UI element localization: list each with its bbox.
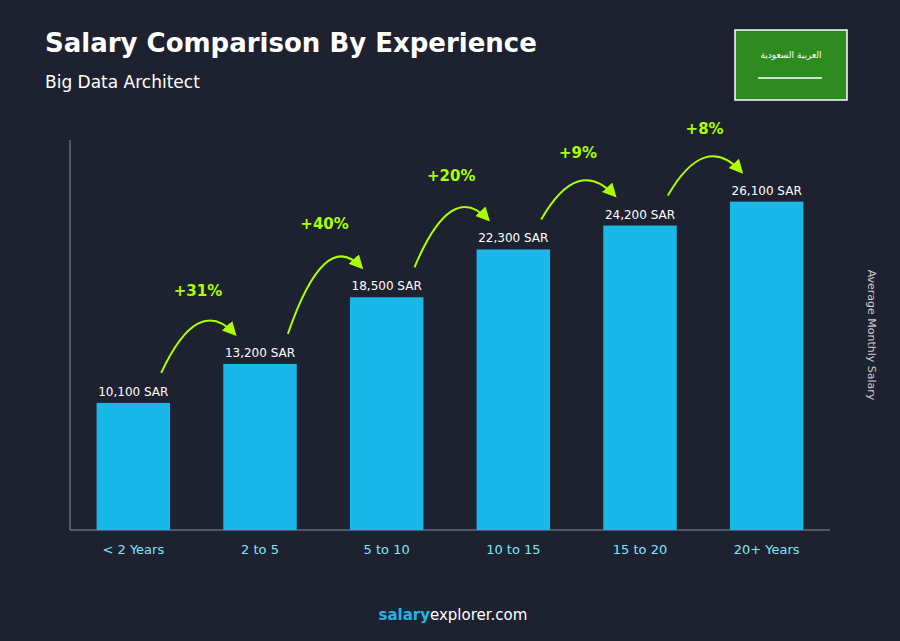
subtitle: Big Data Architect: [45, 72, 200, 92]
value-label: 24,200 SAR: [605, 208, 675, 222]
value-label: 18,500 SAR: [352, 279, 422, 293]
category-label: 5 to 10: [364, 542, 410, 557]
y-axis-line: [70, 140, 71, 530]
title: Salary Comparison By Experience: [45, 28, 537, 58]
value-label: 22,300 SAR: [478, 231, 548, 245]
x-axis-line: [70, 530, 830, 531]
bar: [477, 249, 550, 530]
chart: Salary Comparison By Experience Big Data …: [0, 0, 900, 641]
growth-arrow: [288, 256, 361, 334]
category-label: 15 to 20: [613, 542, 667, 557]
y-axis-label: Average Monthly Salary: [865, 270, 878, 401]
bar: [730, 202, 803, 530]
growth-label: +31%: [174, 282, 222, 300]
growth-label: +9%: [559, 144, 597, 162]
growth-arrow: [161, 320, 234, 372]
growth-arrow: [415, 207, 488, 267]
bar: [603, 226, 676, 530]
growth-arrow: [668, 156, 741, 195]
growth-label: +8%: [686, 120, 724, 138]
flag-text: العربية السعودية: [760, 50, 821, 60]
growth-label: +40%: [300, 215, 348, 233]
bars: [97, 202, 804, 530]
flag: العربية السعودية: [735, 30, 847, 100]
category-label: 2 to 5: [241, 542, 279, 557]
value-label: 13,200 SAR: [225, 346, 295, 360]
bar: [223, 364, 296, 530]
category-label: < 2 Years: [102, 542, 164, 557]
footer-salary: salary: [379, 606, 431, 624]
category-label: 10 to 15: [486, 542, 540, 557]
flag-field: [735, 30, 847, 100]
value-label: 26,100 SAR: [732, 184, 802, 198]
value-label: 10,100 SAR: [98, 385, 168, 399]
bar: [97, 403, 170, 530]
growth-label: +20%: [427, 167, 475, 185]
background: [0, 0, 900, 641]
footer-explorer: explorer.com: [430, 606, 527, 624]
growth-arrow: [541, 180, 614, 219]
category-label: 20+ Years: [734, 542, 800, 557]
bar: [350, 297, 423, 530]
flag-sword: [758, 77, 822, 79]
